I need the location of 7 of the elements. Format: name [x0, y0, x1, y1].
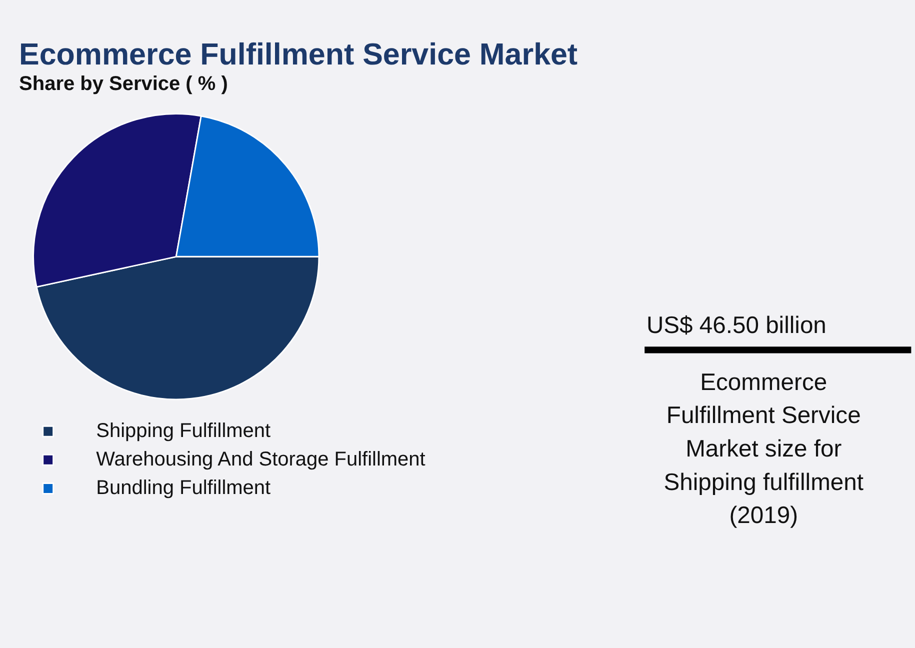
legend-label: Shipping Fulfillment — [96, 420, 272, 442]
legend-label: Warehousing And Storage Fulfillment — [96, 448, 426, 471]
chart-title: Ecommerce Fulfillment Service Market — [19, 37, 578, 72]
chart-subtitle: Share by Service ( % ) — [19, 73, 228, 96]
legend-label: Bundling Fulfillment — [96, 477, 272, 500]
text: US$ 46.50 billion — [646, 312, 826, 339]
text: Ecommerce Fulfillment Service Market size for Shipping fulfillment (2019) — [664, 368, 864, 530]
